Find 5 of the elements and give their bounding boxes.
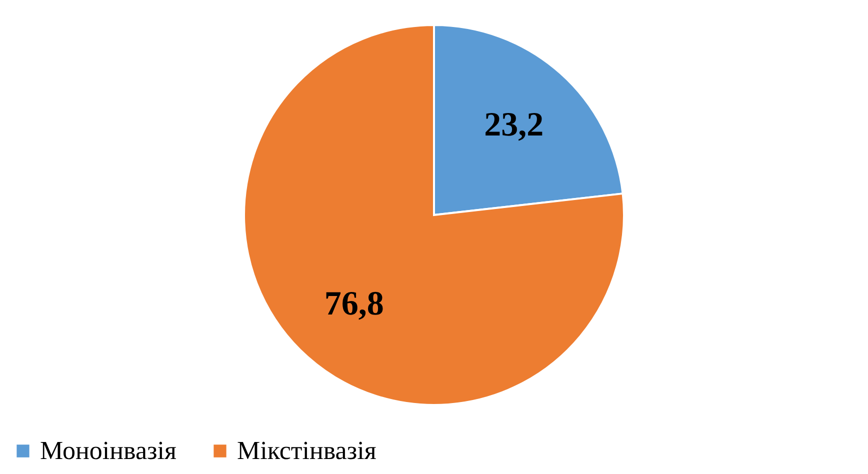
legend-label: Моноінвазія xyxy=(40,436,176,465)
data-label: 23,2 xyxy=(484,106,544,144)
pie-slice xyxy=(243,24,625,406)
legend-label: Мікстінвазія xyxy=(237,436,376,465)
data-label: 76,8 xyxy=(324,286,384,323)
